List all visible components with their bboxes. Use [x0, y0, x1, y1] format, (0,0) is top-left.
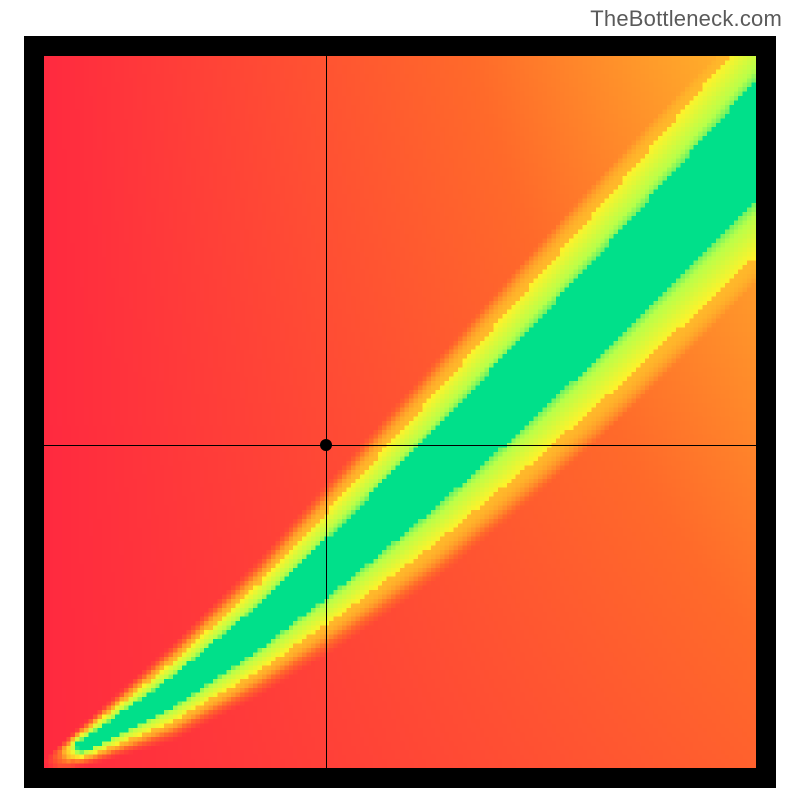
heatmap-canvas: [44, 56, 756, 768]
crosshair-vertical: [326, 56, 327, 768]
chart-frame: TheBottleneck.com: [0, 0, 800, 800]
crosshair-marker: [320, 439, 332, 451]
crosshair-horizontal: [44, 445, 756, 446]
watermark-text: TheBottleneck.com: [590, 6, 782, 32]
plot-area: [44, 56, 756, 768]
